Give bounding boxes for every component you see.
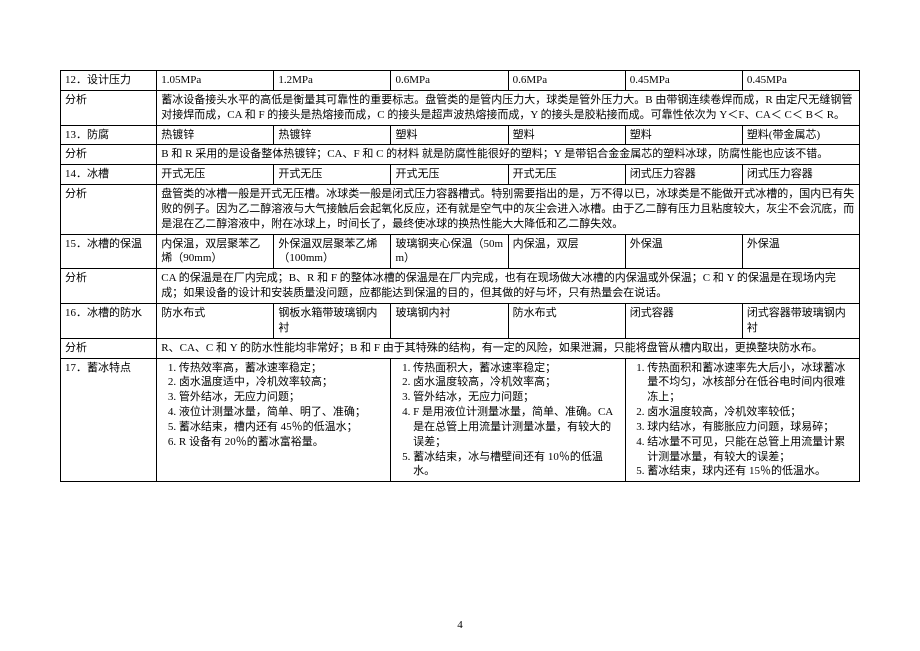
table-cell: 玻璃钢夹心保温（50mm） bbox=[391, 234, 508, 269]
list-item: 蓄冰结束，球内还有 15％的低温水。 bbox=[647, 464, 855, 479]
feature-cell: 传热效率高，蓄冰速率稳定；卤水温度适中，冷机效率较高；管外结冰，无应力问题；液位… bbox=[157, 358, 391, 482]
table-cell: 玻璃钢内衬 bbox=[391, 303, 508, 338]
table-cell: 塑料(带金属芯) bbox=[742, 125, 859, 145]
table-cell: 13．防腐 bbox=[61, 125, 157, 145]
list-item: 卤水温度较高，冷机效率较低； bbox=[647, 405, 855, 420]
table-cell: 闭式容器带玻璃钢内衬 bbox=[742, 303, 859, 338]
table-cell: 14．冰槽 bbox=[61, 165, 157, 185]
list-item: 传热面积大，蓄冰速率稳定； bbox=[413, 361, 621, 376]
list-item: F 是用液位计测量冰量，简单、准确。CA 是在总管上用流量计测量冰量，有较大的误… bbox=[413, 405, 621, 450]
table-cell: 开式无压 bbox=[391, 165, 508, 185]
row-label: 17．蓄冰特点 bbox=[61, 358, 157, 482]
row-label: 分析 bbox=[61, 269, 157, 304]
page-content: 12．设计压力1.05MPa1.2MPa0.6MPa0.6MPa0.45MPa0… bbox=[0, 0, 920, 482]
list-item: 管外结冰，无应力问题； bbox=[413, 390, 621, 405]
list-item: 传热面积和蓄冰速率先大后小，冰球蓄冰量不均匀，冰核部分在低谷电时间内很难冻上； bbox=[647, 361, 855, 406]
list-item: 卤水温度适中，冷机效率较高； bbox=[179, 375, 387, 390]
list-item: 球内结冰，有膨胀应力问题，球易碎； bbox=[647, 420, 855, 435]
table-cell: 0.6MPa bbox=[391, 71, 508, 91]
list-item: 卤水温度较高，冷机效率高； bbox=[413, 375, 621, 390]
list-item: 液位计测量冰量，简单、明了、准确； bbox=[179, 405, 387, 420]
table-row: 分析CA 的保温是在厂内完成；B、R 和 F 的整体冰槽的保温是在厂内完成，也有… bbox=[61, 269, 860, 304]
table-row: 15．冰槽的保温内保温，双层聚苯乙烯（90mm）外保温双层聚苯乙烯（100mm）… bbox=[61, 234, 860, 269]
table-cell: 0.6MPa bbox=[508, 71, 625, 91]
analysis-cell: 蓄冰设备接头水平的高低是衡量其可靠性的重要标志。盘管类的是管内压力大，球类是管外… bbox=[157, 90, 860, 125]
table-cell: 塑料 bbox=[508, 125, 625, 145]
analysis-cell: 盘管类的冰槽一般是开式无压槽。冰球类一般是闭式压力容器槽式。特别需要指出的是，万… bbox=[157, 185, 860, 235]
page-number: 4 bbox=[0, 619, 920, 631]
list-item: 蓄冰结束，槽内还有 45％的低温水； bbox=[179, 420, 387, 435]
table-cell: 0.45MPa bbox=[742, 71, 859, 91]
table-row: 16．冰槽的防水防水布式钢板水箱带玻璃钢内衬玻璃钢内衬防水布式闭式容器闭式容器带… bbox=[61, 303, 860, 338]
table-cell: 防水布式 bbox=[157, 303, 274, 338]
table-cell: 塑料 bbox=[625, 125, 742, 145]
list-item: R 设备有 20％的蓄冰富裕量。 bbox=[179, 435, 387, 450]
table-cell: 外保温 bbox=[625, 234, 742, 269]
table-cell: 闭式容器 bbox=[625, 303, 742, 338]
table-cell: 闭式压力容器 bbox=[742, 165, 859, 185]
table-cell: 16．冰槽的防水 bbox=[61, 303, 157, 338]
table-cell: 开式无压 bbox=[157, 165, 274, 185]
table-cell: 钢板水箱带玻璃钢内衬 bbox=[274, 303, 391, 338]
table-row: 分析B 和 R 采用的是设备整体热镀锌；CA、F 和 C 的材料 就是防腐性能很… bbox=[61, 145, 860, 165]
row-label: 分析 bbox=[61, 90, 157, 125]
table-cell: 外保温双层聚苯乙烯（100mm） bbox=[274, 234, 391, 269]
table-cell: 外保温 bbox=[742, 234, 859, 269]
analysis-cell: B 和 R 采用的是设备整体热镀锌；CA、F 和 C 的材料 就是防腐性能很好的… bbox=[157, 145, 860, 165]
analysis-cell: R、CA、C 和 Y 的防水性能均非常好；B 和 F 由于其特殊的结构，有一定的… bbox=[157, 338, 860, 358]
row-label: 分析 bbox=[61, 338, 157, 358]
list-item: 传热效率高，蓄冰速率稳定； bbox=[179, 361, 387, 376]
comparison-table: 12．设计压力1.05MPa1.2MPa0.6MPa0.6MPa0.45MPa0… bbox=[60, 70, 860, 482]
table-cell: 内保温，双层聚苯乙烯（90mm） bbox=[157, 234, 274, 269]
table-cell: 12．设计压力 bbox=[61, 71, 157, 91]
table-cell: 开式无压 bbox=[508, 165, 625, 185]
table-cell: 1.2MPa bbox=[274, 71, 391, 91]
table-row: 分析盘管类的冰槽一般是开式无压槽。冰球类一般是闭式压力容器槽式。特别需要指出的是… bbox=[61, 185, 860, 235]
table-row: 13．防腐热镀锌热镀锌塑料塑料塑料塑料(带金属芯) bbox=[61, 125, 860, 145]
table-cell: 热镀锌 bbox=[274, 125, 391, 145]
table-row: 分析蓄冰设备接头水平的高低是衡量其可靠性的重要标志。盘管类的是管内压力大，球类是… bbox=[61, 90, 860, 125]
table-cell: 1.05MPa bbox=[157, 71, 274, 91]
table-cell: 内保温，双层 bbox=[508, 234, 625, 269]
table-cell: 开式无压 bbox=[274, 165, 391, 185]
table-cell: 热镀锌 bbox=[157, 125, 274, 145]
table-row: 14．冰槽开式无压开式无压开式无压开式无压闭式压力容器闭式压力容器 bbox=[61, 165, 860, 185]
table-row: 17．蓄冰特点传热效率高，蓄冰速率稳定；卤水温度适中，冷机效率较高；管外结冰，无… bbox=[61, 358, 860, 482]
list-item: 结冰量不可见，只能在总管上用流量计累计测量冰量，有较大的误差； bbox=[647, 435, 855, 465]
table-cell: 0.45MPa bbox=[625, 71, 742, 91]
row-label: 分析 bbox=[61, 145, 157, 165]
table-row: 12．设计压力1.05MPa1.2MPa0.6MPa0.6MPa0.45MPa0… bbox=[61, 71, 860, 91]
table-cell: 塑料 bbox=[391, 125, 508, 145]
row-label: 分析 bbox=[61, 185, 157, 235]
analysis-cell: CA 的保温是在厂内完成；B、R 和 F 的整体冰槽的保温是在厂内完成，也有在现… bbox=[157, 269, 860, 304]
table-cell: 防水布式 bbox=[508, 303, 625, 338]
table-cell: 闭式压力容器 bbox=[625, 165, 742, 185]
feature-cell: 传热面积和蓄冰速率先大后小，冰球蓄冰量不均匀，冰核部分在低谷电时间内很难冻上；卤… bbox=[625, 358, 859, 482]
feature-cell: 传热面积大，蓄冰速率稳定；卤水温度较高，冷机效率高；管外结冰，无应力问题；F 是… bbox=[391, 358, 625, 482]
table-row: 分析R、CA、C 和 Y 的防水性能均非常好；B 和 F 由于其特殊的结构，有一… bbox=[61, 338, 860, 358]
list-item: 管外结冰，无应力问题； bbox=[179, 390, 387, 405]
list-item: 蓄冰结束，冰与槽壁间还有 10％的低温水。 bbox=[413, 450, 621, 480]
table-cell: 15．冰槽的保温 bbox=[61, 234, 157, 269]
